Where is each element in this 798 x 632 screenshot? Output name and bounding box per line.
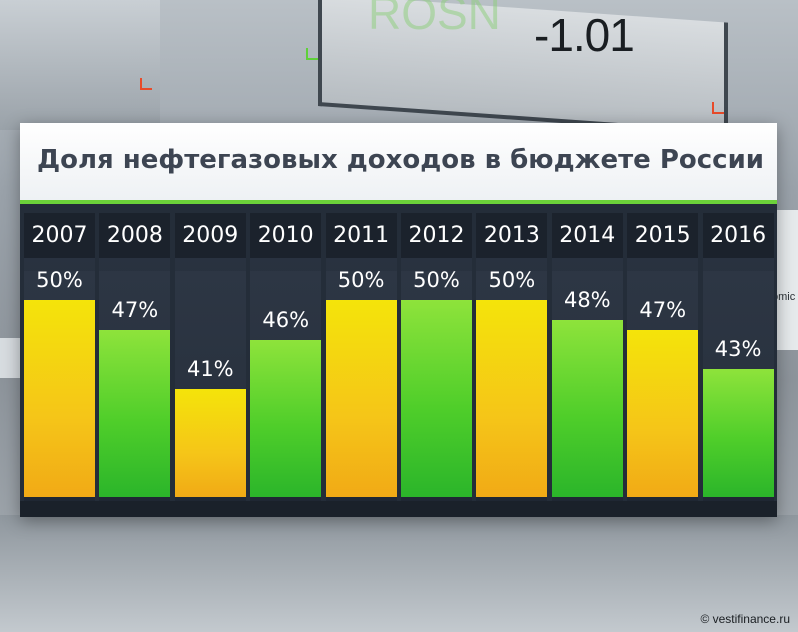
- data-label: 46%: [262, 308, 310, 332]
- data-label: 47%: [639, 298, 687, 322]
- bar: [401, 300, 472, 497]
- bar: [250, 340, 322, 497]
- x-tick-label: 2014: [551, 213, 623, 258]
- bar-column-2010: 2010 46%: [250, 213, 322, 501]
- x-tick-label: 2012: [401, 213, 472, 258]
- data-label: 41%: [186, 357, 234, 381]
- bar-column-2012: 2012 50%: [401, 213, 472, 501]
- studio-floor: [0, 515, 798, 632]
- bar-column-2007: 2007 50%: [24, 213, 95, 501]
- data-label: 50%: [413, 268, 460, 292]
- data-label: 43%: [714, 337, 762, 361]
- bar: [174, 389, 246, 497]
- data-label: 50%: [36, 268, 83, 292]
- corner-mark-icon: [712, 102, 724, 114]
- bar-column-2009: 2009 41%: [174, 213, 246, 501]
- x-tick-label: 2009: [174, 213, 246, 258]
- data-label: 50%: [488, 268, 536, 292]
- title-strip: Доля нефтегазовых доходов в бюджете Росс…: [20, 123, 777, 204]
- x-tick-label: 2013: [476, 213, 548, 258]
- data-label: 48%: [563, 288, 611, 312]
- bar-column-2008: 2008 47%: [99, 213, 171, 501]
- bar: [325, 300, 397, 497]
- bar-column-2014: 2014 48%: [551, 213, 623, 501]
- bar: [702, 369, 774, 497]
- bar: [476, 300, 548, 497]
- bar-column-2013: 2013 50%: [476, 213, 548, 501]
- x-tick-label: 2011: [325, 213, 397, 258]
- bar: [627, 330, 699, 497]
- bar-column-2015: 2015 47%: [627, 213, 699, 501]
- x-tick-label: 2010: [250, 213, 322, 258]
- chart-title: Доля нефтегазовых доходов в бюджете Росс…: [37, 145, 765, 175]
- bar-column-2016: 2016 43%: [702, 213, 774, 501]
- bar: [99, 330, 171, 497]
- data-label: 47%: [111, 298, 159, 322]
- corner-mark-icon: [306, 48, 318, 60]
- bar: [24, 300, 95, 497]
- background-ticker-value: -1.01: [534, 9, 635, 61]
- infographic-board: Доля нефтегазовых доходов в бюджете Росс…: [20, 123, 777, 517]
- bar-chart: 2007 50% 2008 47% 2009 41% 2010 46% 2011 50% 2012 5…: [24, 213, 774, 501]
- bar: [551, 320, 623, 497]
- corner-mark-icon: [140, 78, 152, 90]
- studio-wall: [0, 0, 160, 130]
- source-credit: © vestifinance.ru: [700, 612, 790, 626]
- data-label: 50%: [337, 268, 385, 292]
- x-tick-label: 2016: [702, 213, 774, 258]
- background-left-stub: [0, 338, 20, 378]
- x-tick-label: 2007: [24, 213, 95, 258]
- background-side-text: omic: [772, 291, 796, 303]
- bar-column-2011: 2011 50%: [325, 213, 397, 501]
- x-tick-label: 2008: [99, 213, 171, 258]
- background-ghost-text: ROSN: [368, 0, 501, 39]
- x-tick-label: 2015: [627, 213, 699, 258]
- board-footer: [20, 501, 777, 517]
